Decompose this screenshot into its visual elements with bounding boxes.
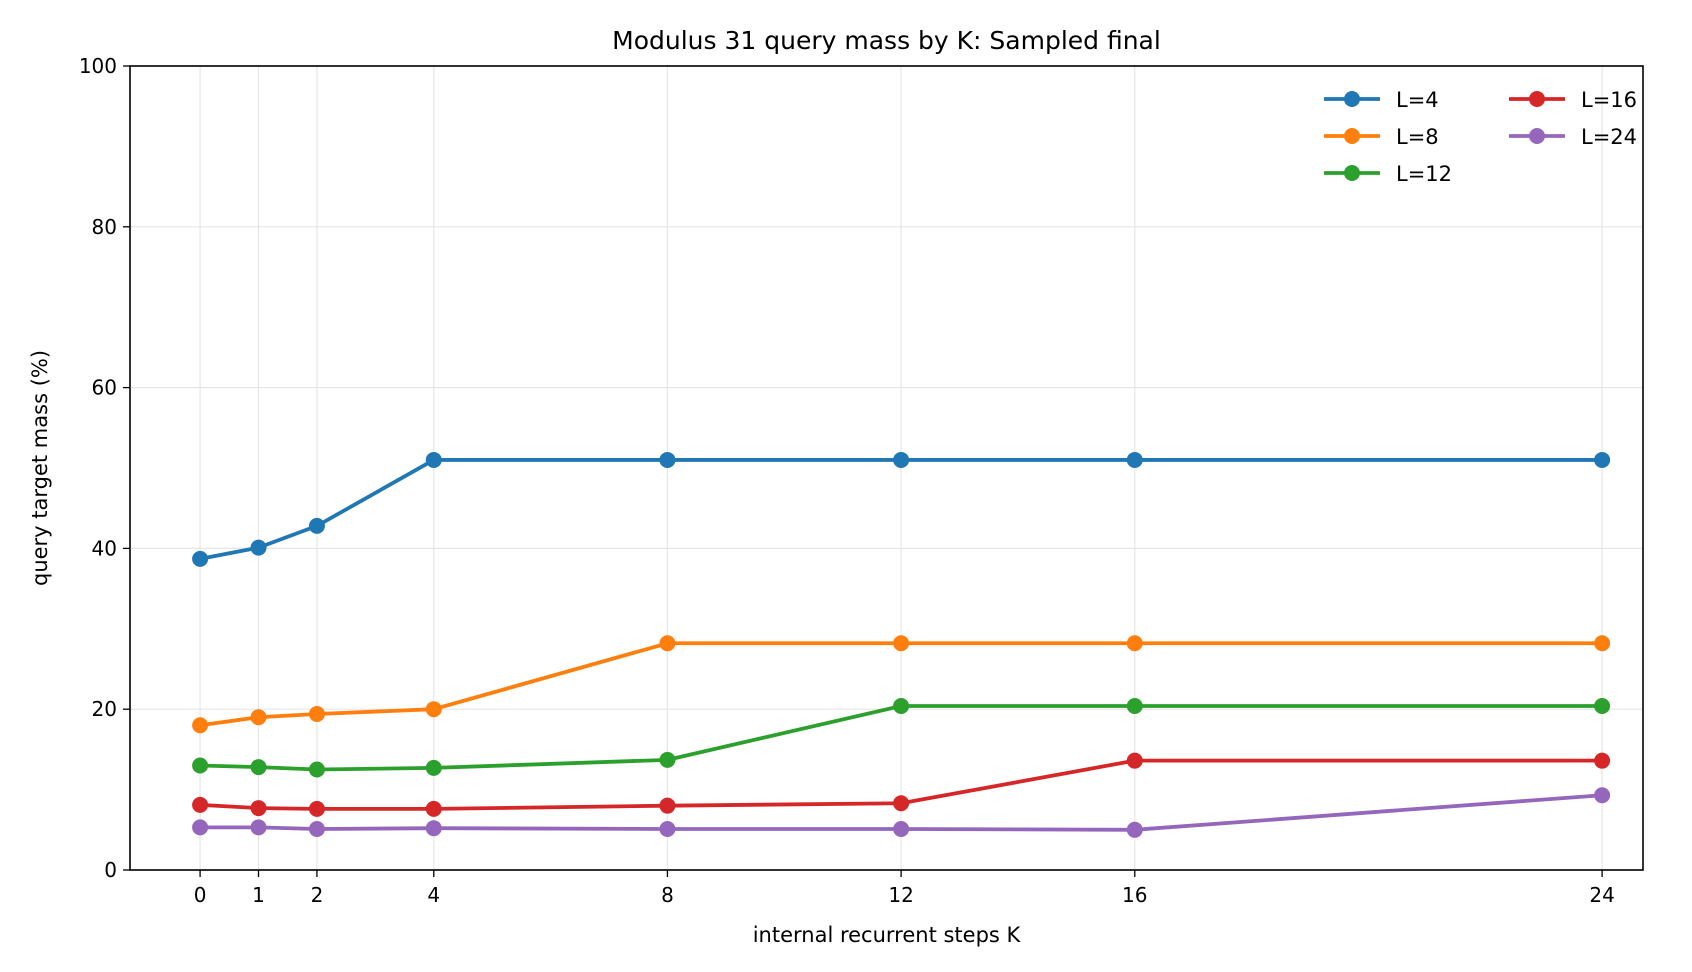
x-tick-label: 0 <box>194 883 207 907</box>
legend-label: L=4 <box>1396 88 1439 112</box>
y-axis-label: query target mass (%) <box>28 350 52 586</box>
data-point <box>308 706 325 723</box>
x-tick-label: 1 <box>252 883 265 907</box>
y-tick-label: 20 <box>92 697 117 721</box>
legend-entry: L=4 <box>1324 88 1439 112</box>
data-point <box>308 761 325 778</box>
data-point <box>659 751 676 768</box>
legend-label: L=12 <box>1396 162 1452 186</box>
data-point <box>1594 752 1611 769</box>
legend-entry: L=16 <box>1509 88 1637 112</box>
data-point <box>1594 787 1611 804</box>
legend-entry: L=24 <box>1509 125 1637 149</box>
legend-label: L=8 <box>1396 125 1439 149</box>
series-2 <box>192 697 1611 778</box>
data-point <box>250 819 267 836</box>
data-point <box>425 800 442 817</box>
series-line <box>199 758 1603 811</box>
chart-title: Modulus 31 query mass by K: Sampled fina… <box>612 26 1161 55</box>
series-3 <box>192 752 1611 817</box>
data-point <box>893 697 910 714</box>
data-point <box>1126 821 1143 838</box>
legend-entry: L=12 <box>1324 162 1452 186</box>
data-point <box>192 796 209 813</box>
data-point <box>308 517 325 534</box>
legend-swatch-marker <box>1344 128 1360 144</box>
data-point <box>1594 697 1611 714</box>
legend-label: L=24 <box>1581 125 1637 149</box>
data-point <box>250 539 267 556</box>
data-point <box>893 451 910 468</box>
y-tick-label: 60 <box>92 376 117 400</box>
data-point <box>425 759 442 776</box>
x-tick-label: 16 <box>1122 883 1147 907</box>
data-point <box>192 819 209 836</box>
legend: L=4 L=8 L=12 L=16 L=24 <box>1324 88 1637 186</box>
legend-swatch-marker <box>1344 91 1360 107</box>
x-tick-label: 12 <box>888 883 913 907</box>
legend-swatch-marker <box>1344 165 1360 181</box>
x-tick-label: 4 <box>427 883 440 907</box>
data-point <box>250 709 267 726</box>
data-point <box>893 795 910 812</box>
y-tick-label: 0 <box>104 858 117 882</box>
series-line <box>199 641 1603 728</box>
legend-label: L=16 <box>1581 88 1637 112</box>
series-1 <box>192 635 1611 734</box>
y-tick-label: 100 <box>79 54 117 78</box>
series-0 <box>192 451 1611 567</box>
data-point <box>893 820 910 837</box>
y-tick-label: 80 <box>92 215 117 239</box>
series-line <box>200 704 1603 772</box>
series-layer <box>192 451 1611 838</box>
data-point <box>659 820 676 837</box>
x-tick-label: 24 <box>1589 883 1614 907</box>
data-point <box>659 635 676 652</box>
x-axis-label: internal recurrent steps K <box>753 923 1022 947</box>
y-tick-label: 40 <box>92 536 117 560</box>
data-point <box>425 701 442 718</box>
data-point <box>893 635 910 652</box>
data-point <box>250 800 267 817</box>
legend-entry: L=8 <box>1324 125 1439 149</box>
data-point <box>1594 451 1611 468</box>
data-point <box>425 451 442 468</box>
data-point <box>1126 752 1143 769</box>
grid <box>130 65 1643 871</box>
legend-swatch-marker <box>1529 128 1545 144</box>
data-point <box>1594 635 1611 652</box>
data-point <box>192 550 209 567</box>
data-point <box>425 820 442 837</box>
data-point <box>1126 635 1143 652</box>
series-4 <box>192 787 1611 838</box>
data-point <box>308 800 325 817</box>
data-point <box>192 757 209 774</box>
series-line <box>200 793 1603 832</box>
data-point <box>659 797 676 814</box>
series-line <box>199 458 1603 561</box>
data-point <box>308 820 325 837</box>
data-point <box>659 451 676 468</box>
data-point <box>1126 451 1143 468</box>
x-tick-label: 8 <box>661 883 674 907</box>
data-point <box>192 717 209 734</box>
data-point <box>1126 697 1143 714</box>
plot-frame <box>129 65 1644 871</box>
data-point <box>250 759 267 776</box>
x-tick-label: 2 <box>311 883 324 907</box>
legend-swatch-marker <box>1529 91 1545 107</box>
